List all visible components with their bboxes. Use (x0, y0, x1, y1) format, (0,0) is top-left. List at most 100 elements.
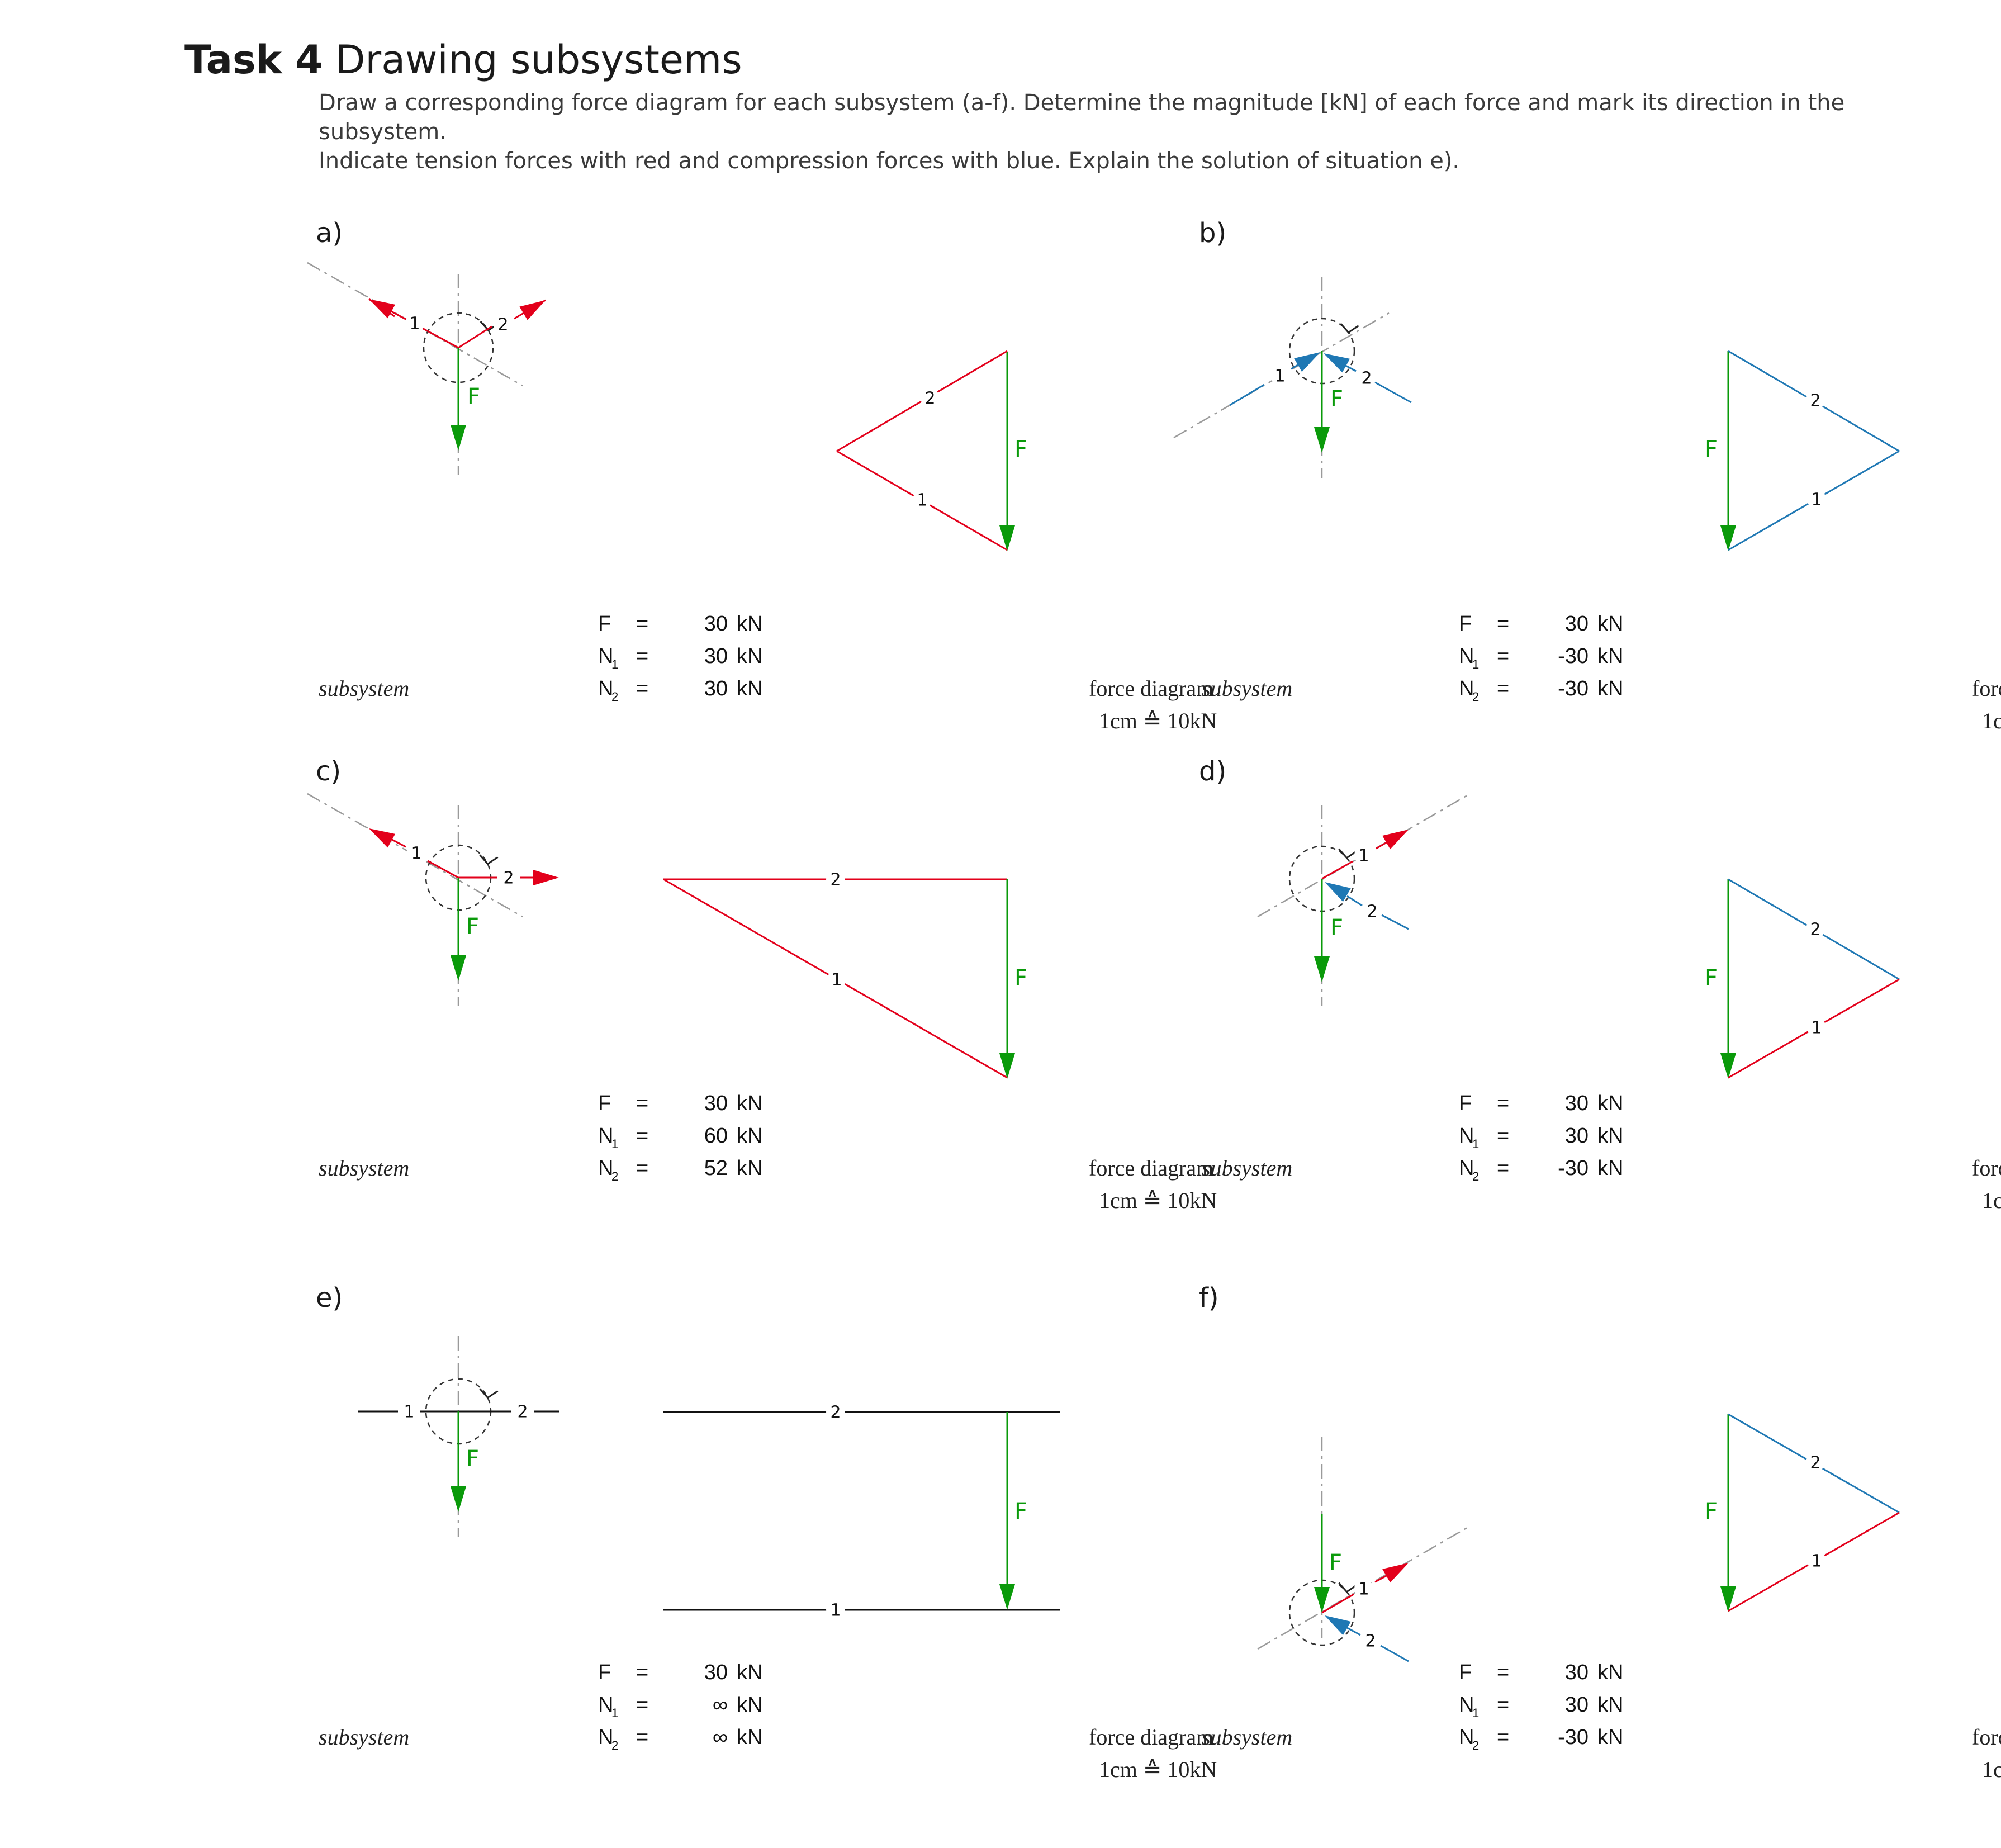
value-n1-f-symbol: N (1459, 1693, 1474, 1717)
value-n2-a-symbol: N (598, 677, 613, 700)
task-number: Task 4 (184, 37, 323, 83)
value-f-f-symbol: F (1459, 1661, 1472, 1684)
value-n1-c: 60 (704, 1124, 728, 1148)
subsystem-caption-b: subsystem (1202, 676, 1292, 701)
rotation-indicator-f-mark (1338, 1582, 1358, 1593)
member-1-label-d-gap (1354, 846, 1373, 865)
value-n1-f-equals: = (1497, 1693, 1509, 1717)
case-label-e: e) (316, 1282, 343, 1314)
member-2-label-b-gap (1357, 368, 1376, 387)
value-n1-b-unit: kN (1597, 645, 1623, 668)
member-1-d (1321, 860, 1353, 880)
value-f-e-symbol: F (598, 1661, 611, 1684)
fd-load-arrow-d (1720, 1053, 1736, 1079)
force-diagram-caption-d: force diagram (1972, 1155, 2001, 1181)
member-2-label-f: 2 (1365, 1632, 1376, 1651)
fd-load-arrow-c (999, 1053, 1015, 1079)
value-n2-f-unit: kN (1597, 1726, 1623, 1749)
fd-load-arrow-b (1720, 525, 1736, 551)
force-shaft-2-d (1346, 895, 1363, 907)
value-f-c: 30 (704, 1092, 728, 1115)
axis-diagonal-b (1173, 312, 1390, 439)
subsystem-caption-e: subsystem (319, 1724, 409, 1750)
value-f-b: 30 (1565, 612, 1589, 636)
fd-member-1-label-c: 1 (831, 970, 842, 990)
value-n2-d-unit: kN (1597, 1157, 1623, 1180)
value-n2-d-subscript: 2 (1472, 1169, 1479, 1183)
fd-member-1-label-e-gap (826, 1600, 845, 1619)
value-n1-b-equals: = (1497, 645, 1509, 668)
value-n2-b-subscript: 2 (1472, 690, 1479, 704)
member-1-c (427, 860, 459, 879)
value-f-d-unit: kN (1597, 1092, 1623, 1115)
fd-member-1-label-c-gap (827, 970, 846, 989)
fd-member-1-label-e: 1 (830, 1601, 841, 1620)
instruction-line-1: Draw a corresponding force diagram for e… (319, 90, 1845, 145)
fd-load-label-c: F (1014, 965, 1027, 991)
value-f-c-unit: kN (737, 1092, 762, 1115)
member-1-label-e: 1 (404, 1402, 414, 1422)
member-2-b (1374, 381, 1412, 404)
value-n2-a-equals: = (636, 677, 648, 700)
value-n2-f-subscript: 2 (1472, 1738, 1479, 1752)
fd-load-arrow-a (999, 525, 1015, 551)
value-n1-c-symbol: N (598, 1124, 613, 1148)
scale-caption-b: 1cm ≙ 10kN (1982, 708, 2001, 733)
value-n2-b: -30 (1558, 677, 1589, 700)
task-title: Task 4 Drawing subsystems (184, 35, 1945, 85)
value-f-f-unit: kN (1597, 1661, 1623, 1684)
member-2-label-c-gap (499, 868, 518, 887)
value-f-a-unit: kN (737, 612, 762, 636)
task-header: Task 4 Drawing subsystems Draw a corresp… (184, 35, 1945, 174)
member-2-label-e: 2 (517, 1402, 528, 1422)
value-n1-a-symbol: N (598, 645, 613, 668)
fd-member-1-label-a-gap (913, 490, 932, 509)
value-n1-d-subscript: 1 (1472, 1137, 1479, 1151)
case-label-a: a) (316, 217, 343, 249)
value-n1-a: 30 (704, 645, 728, 668)
load-label-e: F (466, 1446, 479, 1472)
member-1-label-e-gap (400, 1402, 419, 1421)
force-arrow-2-c (533, 870, 559, 885)
value-n1-f-unit: kN (1597, 1693, 1623, 1717)
fd-member-1-label-f: 1 (1811, 1552, 1822, 1571)
value-f-a-symbol: F (598, 612, 611, 636)
fd-load-label-a: F (1014, 437, 1027, 462)
value-f-b-unit: kN (1597, 612, 1623, 636)
value-n1-d-unit: kN (1597, 1124, 1623, 1148)
member-1-label-c-gap (407, 844, 426, 863)
fd-load-label-f: F (1705, 1499, 1718, 1524)
value-f-e-equals: = (636, 1661, 648, 1684)
value-n1-e-symbol: N (598, 1693, 613, 1717)
member-2-label-a: 2 (497, 315, 508, 335)
value-n1-e-equals: = (636, 1693, 648, 1717)
task-instructions: Draw a corresponding force diagram for e… (319, 88, 1940, 176)
value-n2-a-unit: kN (737, 677, 762, 700)
value-f-d-equals: = (1497, 1092, 1509, 1115)
value-f-d-symbol: F (1459, 1092, 1472, 1115)
value-n1-b: -30 (1558, 645, 1589, 668)
value-f-b-equals: = (1497, 612, 1509, 636)
force-shaft-1-a (368, 298, 395, 318)
value-n1-b-subscript: 1 (1472, 657, 1479, 671)
fd-member-2-label-a-gap (921, 388, 940, 407)
case-label-b: b) (1199, 217, 1226, 249)
fd-member-2-label-f-gap (1806, 1453, 1825, 1472)
load-label-a: F (467, 384, 480, 410)
subsystem-caption-d: subsystem (1202, 1155, 1292, 1181)
instruction-line-2: Indicate tension forces with red and com… (319, 148, 1460, 174)
fd-member-2-label-e: 2 (830, 1403, 841, 1423)
member-2-f (1380, 1645, 1409, 1662)
member-2-a (458, 325, 492, 349)
value-n1-e: ∞ (713, 1693, 728, 1717)
fd-member-2-label-e-gap (826, 1402, 845, 1421)
load-arrow-f (1314, 1587, 1330, 1613)
value-n2-a: 30 (704, 677, 728, 700)
rotation-indicator-c-mark (479, 854, 499, 865)
subsystem-caption-a: subsystem (319, 676, 409, 701)
member-1-label-a-gap (405, 314, 424, 333)
value-n2-e-unit: kN (737, 1726, 762, 1749)
